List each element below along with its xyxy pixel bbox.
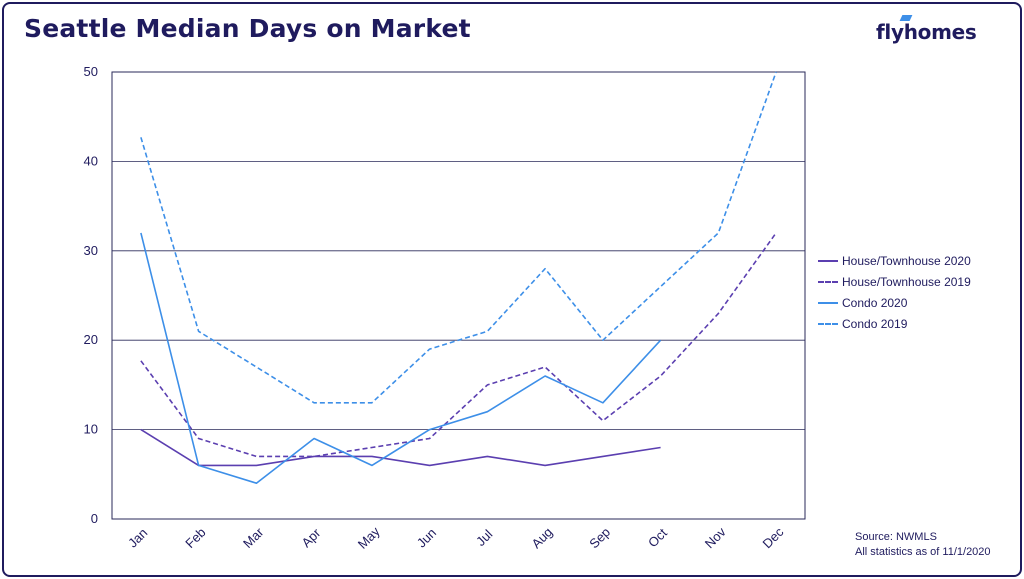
x-tick-label: Apr bbox=[298, 525, 323, 550]
x-tick-label: Jul bbox=[473, 527, 495, 549]
chart-title: Seattle Median Days on Market bbox=[24, 14, 471, 43]
series-layer bbox=[140, 71, 777, 485]
legend-label: House/Townhouse 2020 bbox=[842, 253, 971, 268]
legend-label: Condo 2020 bbox=[842, 295, 908, 310]
x-tick-label: Sep bbox=[586, 524, 613, 551]
flyhomes-logo: flyhomes bbox=[876, 20, 977, 44]
legend-label: House/Townhouse 2019 bbox=[842, 274, 971, 289]
grid-layer bbox=[111, 71, 806, 520]
x-tick-label: Nov bbox=[702, 524, 729, 551]
series-line-house-townhouse-2019 bbox=[140, 232, 777, 458]
source-note: Source: NWMLS All statistics as of 11/1/… bbox=[855, 530, 991, 560]
legend-item: Condo 2019 bbox=[818, 313, 971, 334]
legend-item: Condo 2020 bbox=[818, 292, 971, 313]
y-tick-label: 40 bbox=[84, 153, 98, 168]
x-tick-label: Aug bbox=[528, 524, 555, 551]
y-tick-label: 20 bbox=[84, 332, 98, 347]
y-tick-label: 10 bbox=[84, 422, 98, 437]
x-tick-label: Dec bbox=[759, 524, 786, 551]
asof-text: All statistics as of 11/1/2020 bbox=[855, 546, 991, 558]
y-tick-label: 50 bbox=[84, 64, 98, 79]
chart-legend: House/Townhouse 2020 House/Townhouse 2019… bbox=[818, 250, 971, 334]
legend-swatch bbox=[818, 301, 838, 304]
axis-layer: 0 10 20 30 40 50 Jan Feb Mar Apr May Jun Jul Aug Sep Oc… bbox=[84, 64, 787, 552]
x-tick-label: Oct bbox=[645, 525, 670, 550]
x-tick-label: Feb bbox=[182, 525, 208, 551]
legend-swatch bbox=[818, 280, 838, 283]
y-tick-label: 30 bbox=[84, 243, 98, 258]
source-text: Source: NWMLS bbox=[855, 531, 937, 543]
plot-area bbox=[111, 71, 806, 520]
legend-item: House/Townhouse 2019 bbox=[818, 271, 971, 292]
x-tick-label: May bbox=[355, 523, 383, 551]
legend-item: House/Townhouse 2020 bbox=[818, 250, 971, 271]
legend-swatch bbox=[818, 322, 838, 325]
x-tick-label: Jun bbox=[414, 525, 439, 550]
series-line-house-townhouse-2020 bbox=[140, 428, 661, 467]
series-line-condo-2019 bbox=[140, 71, 777, 404]
y-tick-label: 0 bbox=[91, 511, 98, 526]
legend-swatch bbox=[818, 259, 838, 262]
x-tick-label: Jan bbox=[125, 525, 150, 550]
legend-label: Condo 2019 bbox=[842, 316, 908, 331]
x-tick-label: Mar bbox=[240, 524, 267, 551]
series-line-condo-2020 bbox=[140, 232, 662, 485]
